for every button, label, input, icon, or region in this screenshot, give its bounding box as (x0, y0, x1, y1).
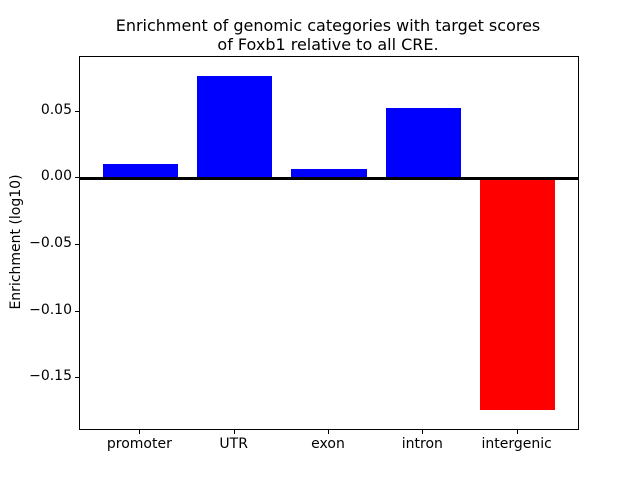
xtick-label-intergenic: intergenic (481, 436, 552, 452)
ytick-mark-−0.05 (75, 244, 79, 245)
ytick-mark-−0.10 (75, 310, 79, 312)
xtick-mark-intergenic (516, 430, 518, 434)
xtick-mark-intron (422, 430, 424, 434)
ytick-mark-0.05 (75, 110, 79, 112)
ytick-mark-−0.15 (75, 377, 79, 379)
ytick-label-−0.05: −0.05 (29, 235, 72, 251)
bar-exon (291, 169, 367, 179)
ytick-mark-0.00 (75, 177, 79, 179)
xtick-mark-UTR (233, 430, 235, 434)
chart-title: Enrichment of genomic categories with ta… (79, 16, 577, 54)
chart-title-line-2: of Foxb1 relative to all CRE. (217, 35, 439, 54)
ytick-label-0.00: 0.00 (40, 168, 72, 185)
ytick-label-−0.15: −0.15 (29, 368, 72, 385)
bar-promoter (102, 163, 179, 179)
plot-area (79, 56, 579, 430)
zero-baseline (80, 176, 578, 180)
xtick-label-UTR: UTR (219, 436, 248, 452)
xtick-mark-promoter (139, 430, 141, 434)
ytick-label-0.05: 0.05 (40, 101, 72, 118)
bar-intron (385, 107, 462, 179)
xtick-mark-exon (328, 430, 329, 434)
xtick-label-exon: exon (311, 436, 345, 452)
bar-UTR (196, 75, 273, 179)
bar-intergenic (479, 178, 556, 411)
chart-title-line-1: Enrichment of genomic categories with ta… (115, 16, 541, 35)
xtick-label-promoter: promoter (106, 436, 172, 452)
xtick-label-intron: intron (401, 436, 443, 452)
ytick-label-−0.10: −0.10 (29, 301, 72, 318)
